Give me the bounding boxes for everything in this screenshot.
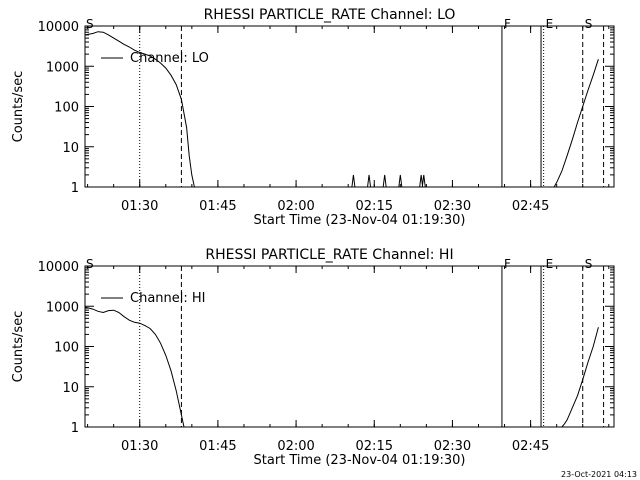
marker-label: S	[86, 17, 94, 31]
x-tick-label: 02:00	[277, 199, 314, 214]
chart-title: RHESSI PARTICLE_RATE Channel: HI	[205, 247, 453, 263]
series-line	[84, 31, 461, 188]
marker-label: F	[504, 257, 511, 271]
x-axis-label: Start Time (23-Nov-04 01:19:30)	[254, 213, 466, 228]
y-tick-label: 1000	[46, 60, 79, 75]
x-tick-label: 01:45	[199, 439, 236, 454]
x-tick-label: 02:45	[512, 199, 549, 214]
x-tick-label: 01:45	[199, 199, 236, 214]
y-tick-label: 10000	[38, 260, 79, 275]
timestamp-footer: 23-Oct-2021 04:13	[561, 470, 637, 479]
y-tick-label: 100	[54, 101, 79, 116]
series-spike	[382, 174, 387, 188]
y-tick-label: 1	[71, 421, 79, 436]
y-tick-label: 100	[54, 341, 79, 356]
series-spike	[421, 174, 426, 188]
x-tick-label: 02:00	[277, 439, 314, 454]
y-tick-label: 1000	[46, 300, 79, 315]
series-line	[553, 59, 599, 188]
series-line	[84, 306, 187, 428]
y-tick-label: 1	[71, 181, 79, 196]
marker-label: E	[546, 17, 554, 31]
series-spike	[351, 174, 356, 188]
marker-label: S	[86, 257, 94, 271]
y-axis-label: Counts/sec	[11, 311, 26, 383]
legend-label: Channel: HI	[130, 291, 206, 306]
x-tick-label: 02:30	[434, 199, 471, 214]
x-tick-label: 01:30	[121, 439, 158, 454]
series-spike	[419, 174, 424, 188]
x-tick-label: 02:30	[434, 439, 471, 454]
y-tick-label: 10	[62, 381, 79, 396]
x-tick-label: 02:15	[356, 439, 393, 454]
x-axis-label: Start Time (23-Nov-04 01:19:30)	[254, 453, 466, 468]
legend-label: Channel: LO	[130, 51, 209, 66]
marker-label: E	[546, 257, 554, 271]
marker-label: S	[585, 17, 593, 31]
marker-label: F	[504, 17, 511, 31]
chart-panel-lo: RHESSI PARTICLE_RATE Channel: LO Counts/s…	[11, 7, 615, 228]
y-tick-label: 10	[62, 141, 79, 156]
marker-label: S	[585, 257, 593, 271]
x-tick-label: 01:30	[121, 199, 158, 214]
x-tick-label: 02:15	[356, 199, 393, 214]
x-tick-label: 02:45	[512, 439, 549, 454]
chart-title: RHESSI PARTICLE_RATE Channel: LO	[204, 7, 456, 23]
series-line	[561, 327, 599, 428]
y-tick-label: 10000	[38, 20, 79, 35]
series-spike	[367, 174, 372, 188]
series-spike	[398, 174, 403, 188]
y-axis-label: Counts/sec	[11, 71, 26, 143]
chart-panel-hi: RHESSI PARTICLE_RATE Channel: HI Counts/s…	[11, 247, 615, 468]
